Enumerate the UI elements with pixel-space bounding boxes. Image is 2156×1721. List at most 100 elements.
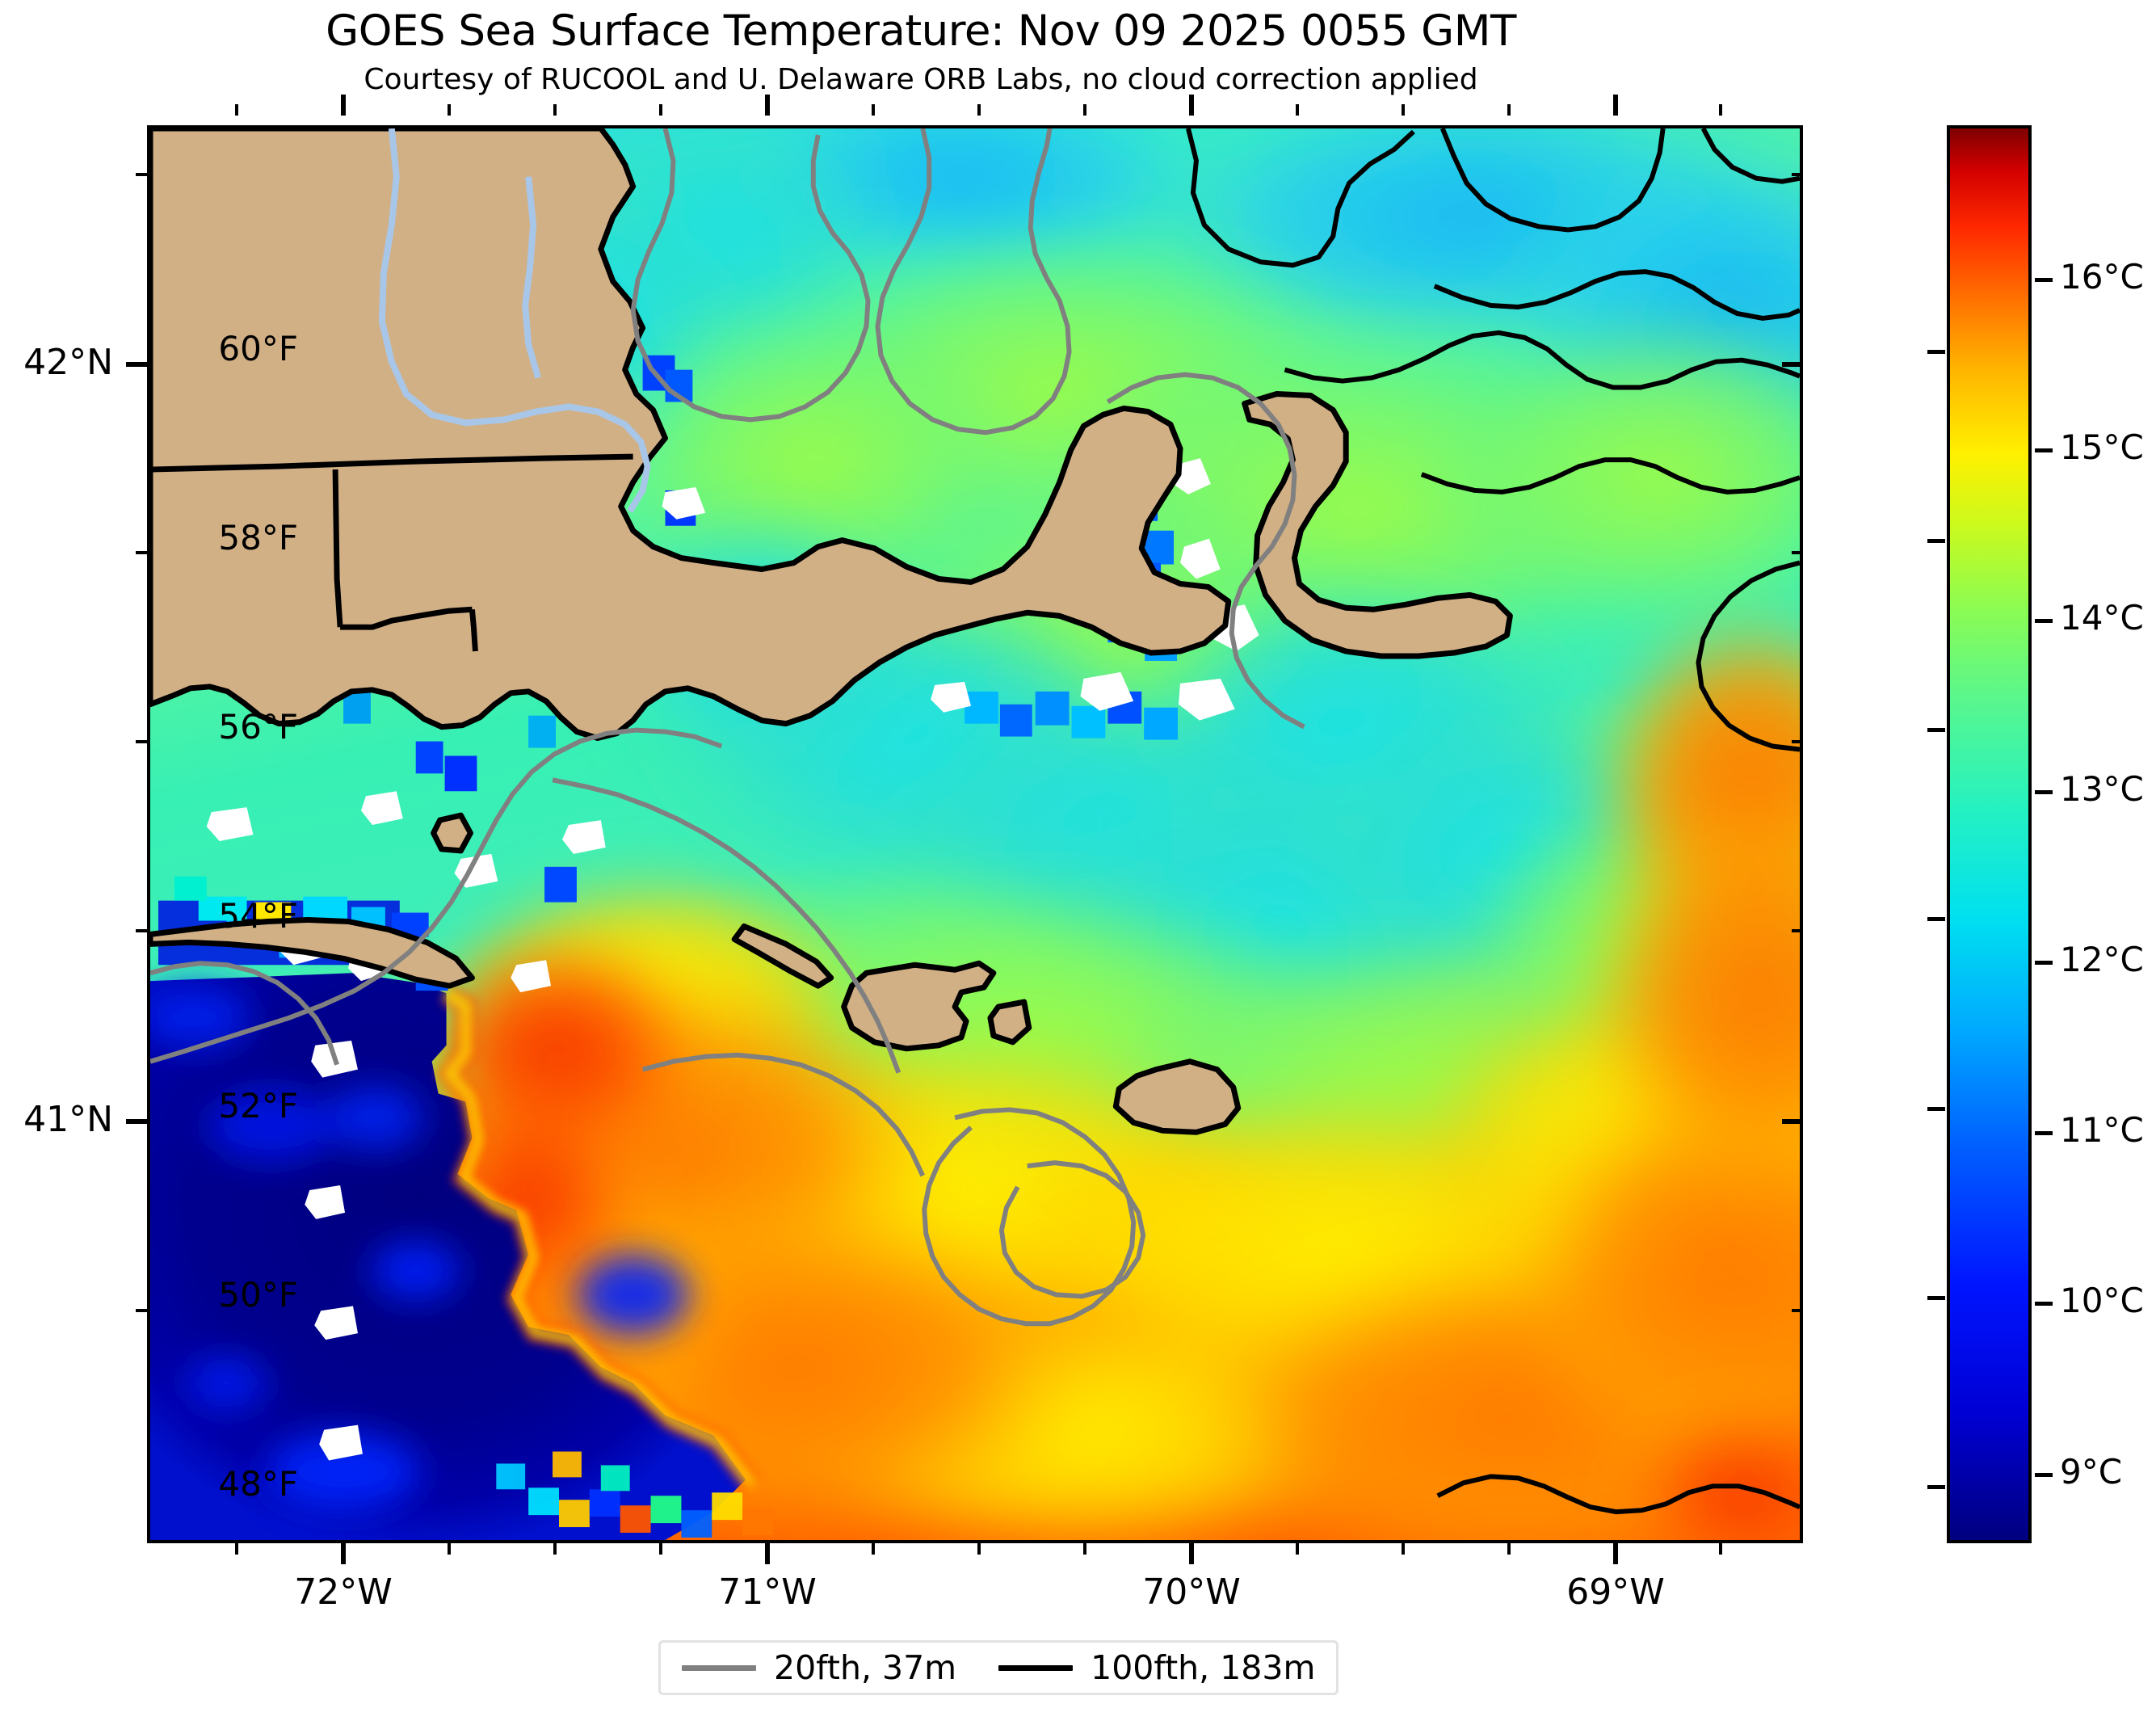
cb-label-c-10: 10°C <box>2060 1281 2144 1320</box>
cb-tick-c-13 <box>2035 790 2053 794</box>
cb-tick-f-58 <box>1927 539 1945 543</box>
y-tick-minor-right <box>1792 551 1803 554</box>
y-tick-minor-right <box>1792 173 1803 176</box>
colorbar <box>1947 125 2032 1543</box>
x-tick-minor <box>977 1543 981 1555</box>
shelf-front <box>435 984 761 1492</box>
x-tick-minor-top <box>977 104 981 116</box>
y-tick-minor-right <box>1792 929 1803 932</box>
cb-tick-f-48 <box>1927 1485 1945 1489</box>
cb-label-c-11: 11°C <box>2060 1110 2144 1150</box>
x-axis-label-72w: 72°W <box>294 1572 393 1613</box>
y-tick-major-right <box>1782 362 1803 367</box>
x-tick-major-top <box>341 95 346 116</box>
y-tick-minor <box>136 929 147 932</box>
cb-tick-f-54 <box>1927 917 1945 921</box>
x-tick-minor-top <box>1402 104 1405 116</box>
sst-temperature-field <box>150 128 1800 1540</box>
y-tick-major <box>126 1119 147 1124</box>
cloud-gap-mask <box>206 358 1259 1461</box>
x-tick-minor-top <box>235 104 238 116</box>
x-axis-label-70w: 70°W <box>1142 1572 1241 1613</box>
y-tick-minor <box>136 551 147 554</box>
x-tick-minor-top <box>1296 104 1299 116</box>
x-tick-major-top <box>765 95 770 116</box>
y-tick-minor-right <box>1792 1309 1803 1312</box>
x-tick-minor <box>1083 1543 1086 1555</box>
x-tick-minor <box>1507 1543 1511 1555</box>
bathymetry-contour-20fth <box>150 128 1305 1327</box>
bathymetry-contour-100fth <box>1186 128 1800 1515</box>
cb-label-f-58: 58°F <box>218 518 298 558</box>
x-tick-minor <box>235 1543 238 1555</box>
bathymetry-legend: 20fth, 37m 100fth, 183m <box>658 1640 1339 1695</box>
x-tick-major <box>1613 1543 1618 1564</box>
y-tick-minor <box>136 740 147 743</box>
x-tick-major-top <box>1189 95 1194 116</box>
x-tick-minor-top <box>448 104 451 116</box>
cb-tick-c-10 <box>2035 1302 2053 1306</box>
cb-tick-f-50 <box>1927 1296 1945 1300</box>
x-tick-minor <box>1719 1543 1722 1555</box>
x-tick-minor <box>1296 1543 1299 1555</box>
cb-tick-f-52 <box>1927 1107 1945 1111</box>
y-tick-minor <box>136 1309 147 1312</box>
y-tick-minor <box>136 173 147 176</box>
cb-label-f-50: 50°F <box>218 1275 298 1315</box>
cb-label-c-13: 13°C <box>2060 769 2144 809</box>
river-line <box>378 128 651 513</box>
x-tick-minor-top <box>659 104 662 116</box>
x-tick-minor <box>1402 1543 1405 1555</box>
x-tick-minor-top <box>872 104 875 116</box>
x-tick-major <box>765 1543 770 1564</box>
y-axis-label-41n: 41°N <box>23 1099 113 1140</box>
cb-label-f-48: 48°F <box>218 1464 298 1504</box>
legend-label-100fth: 100fth, 183m <box>1091 1648 1316 1687</box>
cb-tick-c-14 <box>2035 619 2053 623</box>
cb-label-f-52: 52°F <box>218 1086 298 1126</box>
y-tick-major <box>126 362 147 367</box>
x-tick-major-top <box>1613 95 1618 116</box>
sst-map-plot-area <box>147 125 1803 1543</box>
x-tick-minor-top <box>1719 104 1722 116</box>
legend-label-20fth: 20fth, 37m <box>774 1648 957 1687</box>
x-tick-major <box>341 1543 346 1564</box>
cb-tick-c-11 <box>2035 1131 2053 1135</box>
state-borders <box>150 453 633 652</box>
cb-label-c-15: 15°C <box>2060 427 2144 467</box>
legend-item-100fth: 100fth, 183m <box>998 1648 1315 1687</box>
cb-label-c-16: 16°C <box>2060 257 2144 297</box>
x-tick-major <box>1189 1543 1194 1564</box>
cloud-cold-mass <box>150 973 746 1540</box>
cb-tick-f-56 <box>1927 728 1945 732</box>
cb-tick-f-60 <box>1927 350 1945 354</box>
x-axis-label-71w: 71°W <box>718 1572 817 1613</box>
y-tick-minor-right <box>1792 740 1803 743</box>
colorbar-gradient <box>1950 128 2028 1540</box>
cb-label-f-56: 56°F <box>218 707 298 747</box>
cb-tick-c-16 <box>2035 278 2053 282</box>
page-subtitle: Courtesy of RUCOOL and U. Delaware ORB L… <box>364 63 1478 96</box>
x-tick-minor <box>553 1543 557 1555</box>
cb-label-c-12: 12°C <box>2060 940 2144 979</box>
y-tick-major-right <box>1782 1119 1803 1124</box>
x-axis-label-69w: 69°W <box>1566 1572 1665 1613</box>
x-tick-minor-top <box>553 104 557 116</box>
x-tick-minor <box>659 1543 662 1555</box>
cb-tick-c-15 <box>2035 448 2053 452</box>
cb-label-c-14: 14°C <box>2060 598 2144 637</box>
cb-label-c-9: 9°C <box>2060 1452 2123 1492</box>
front-pixel-texture <box>496 1451 773 1538</box>
legend-item-20fth: 20fth, 37m <box>682 1648 956 1687</box>
x-tick-minor <box>872 1543 875 1555</box>
x-tick-minor-top <box>1083 104 1086 116</box>
cb-tick-c-12 <box>2035 961 2053 965</box>
x-tick-minor-top <box>1507 104 1511 116</box>
cb-label-f-54: 54°F <box>218 896 298 936</box>
y-axis-label-42n: 42°N <box>23 342 113 383</box>
cb-label-f-60: 60°F <box>218 329 298 368</box>
cb-tick-c-9 <box>2035 1473 2053 1477</box>
legend-line-100fth <box>998 1664 1074 1671</box>
x-tick-minor <box>448 1543 451 1555</box>
page-title: GOES Sea Surface Temperature: Nov 09 202… <box>326 6 1516 56</box>
